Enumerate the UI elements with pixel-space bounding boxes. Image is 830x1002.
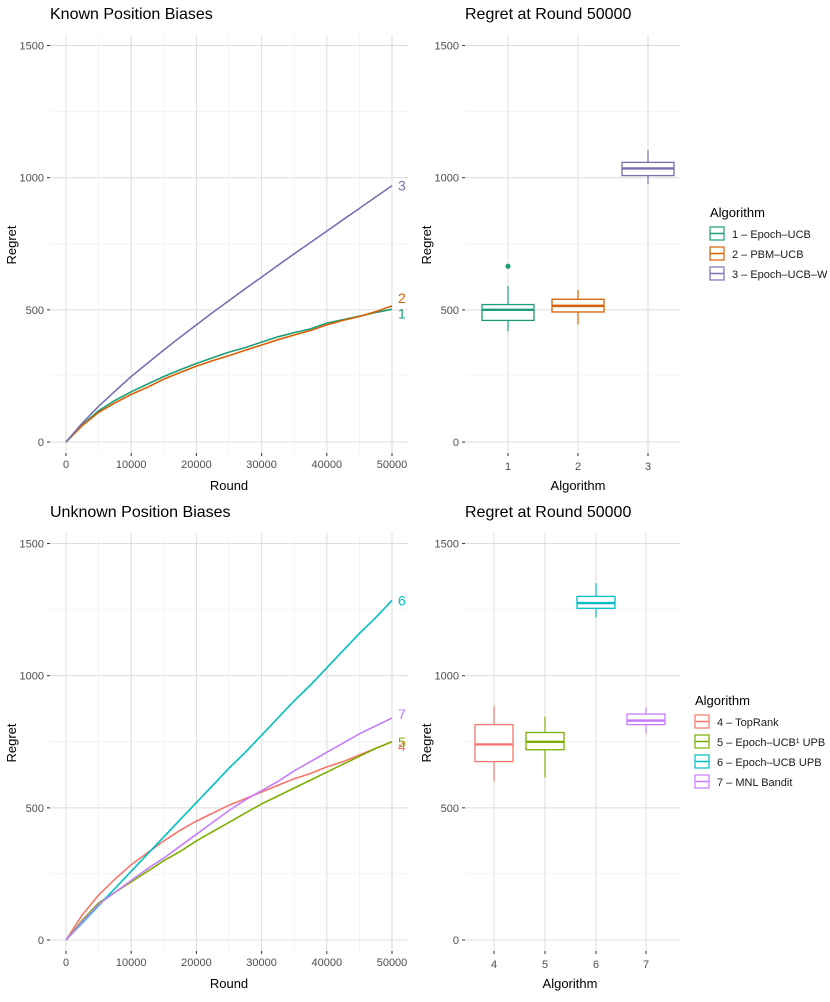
y-tick-label: 0 [38, 437, 44, 449]
x-axis-label: Round [210, 478, 248, 493]
legend-label-5: 5 – Epoch–UCB¹ UPB [717, 737, 825, 749]
y-axis-label: Regret [4, 225, 19, 264]
y-axis-label: Regret [4, 723, 19, 762]
y-tick-label: 1000 [20, 671, 44, 683]
panel-title-unknown: Unknown Position Biases [50, 504, 231, 521]
x-axis-label: Algorithm [543, 976, 598, 991]
legend-label-2: 2 – PBM–UCB [732, 249, 804, 261]
series-line-1 [65, 308, 393, 443]
x-tick-label: 0 [63, 957, 69, 969]
legend-label-1: 1 – Epoch–UCB [732, 229, 811, 241]
end-label-3: 3 [398, 178, 406, 194]
y-tick-label: 0 [453, 437, 459, 449]
known-biases-box-panel: Regret at Round 50000 0 500 1000 1500 1 2 3 Re… [419, 6, 828, 493]
x-tick-label: 7 [643, 959, 649, 971]
panel-title-box-known: Regret at Round 50000 [465, 6, 631, 23]
series-line-6 [65, 599, 393, 941]
end-label-5: 5 [398, 734, 406, 750]
known-biases-line-panel: Known Position Biases 0 500 1000 1500 0 10000… [4, 6, 408, 493]
panel-title-known: Known Position Biases [50, 6, 213, 23]
x-tick-label: 40000 [312, 459, 343, 471]
legend-unknown: Algorithm 4 – TopRank 5 – Epoch–UCB¹ UPB 6… [694, 693, 825, 789]
y-tick-label: 500 [26, 305, 44, 317]
x-tick-label: 50000 [377, 459, 408, 471]
x-tick-label: 10000 [116, 459, 147, 471]
x-tick-label: 1 [505, 461, 511, 473]
x-tick-label: 30000 [246, 957, 277, 969]
x-tick-label: 6 [593, 959, 599, 971]
x-tick-label: 3 [645, 461, 651, 473]
series-line-2 [65, 305, 393, 443]
outlier-1 [505, 263, 511, 269]
x-tick-label: 4 [491, 959, 497, 971]
y-tick-label: 1000 [435, 671, 459, 683]
end-label-2: 2 [398, 290, 406, 306]
y-tick-label: 500 [26, 803, 44, 815]
end-label-1: 1 [398, 305, 406, 321]
y-tick-label: 1500 [435, 539, 459, 551]
series-line-4 [65, 741, 393, 941]
y-tick-label: 1000 [20, 173, 44, 185]
x-tick-label: 5 [542, 959, 548, 971]
legend-label-4: 4 – TopRank [717, 717, 779, 729]
unknown-biases-box-panel: Regret at Round 50000 0 500 1000 1500 4 5 6 7 R… [419, 504, 825, 991]
panel-title-box-unknown: Regret at Round 50000 [465, 504, 631, 521]
x-axis-label: Round [210, 976, 248, 991]
legend-title: Algorithm [710, 205, 765, 220]
x-tick-label: 20000 [181, 459, 212, 471]
series-line-3 [65, 184, 393, 443]
x-tick-label: 40000 [312, 957, 343, 969]
y-tick-label: 500 [441, 305, 459, 317]
legend-known: Algorithm 1 – Epoch–UCB 2 – PBM–UCB 3 – Ep… [709, 205, 828, 281]
y-tick-label: 1500 [20, 41, 44, 53]
end-label-4: 4 [398, 738, 406, 754]
x-tick-label: 30000 [246, 459, 277, 471]
y-axis-label: Regret [419, 723, 434, 762]
series-line-7 [65, 717, 393, 941]
legend-label-3: 3 – Epoch–UCB–W [732, 269, 828, 281]
x-tick-label: 0 [63, 459, 69, 471]
legend-label-7: 7 – MNL Bandit [717, 777, 792, 789]
box-7 [626, 713, 666, 726]
box-4 [474, 723, 514, 763]
legend-title: Algorithm [695, 693, 750, 708]
x-tick-label: 20000 [181, 957, 212, 969]
x-tick-label: 2 [575, 461, 581, 473]
y-tick-label: 0 [453, 935, 459, 947]
unknown-biases-line-panel: Unknown Position Biases 0 500 1000 1500 0 100… [4, 504, 408, 991]
legend-label-6: 6 – Epoch–UCB UPB [717, 757, 822, 769]
x-tick-label: 50000 [377, 957, 408, 969]
y-tick-label: 1500 [20, 539, 44, 551]
y-tick-label: 0 [38, 935, 44, 947]
x-axis-label: Algorithm [551, 478, 606, 493]
box-1 [481, 303, 535, 322]
x-tick-label: 10000 [116, 957, 147, 969]
y-tick-label: 500 [441, 803, 459, 815]
y-axis-label: Regret [419, 225, 434, 264]
end-label-7: 7 [398, 706, 406, 722]
end-label-6: 6 [398, 592, 406, 608]
y-tick-label: 1500 [435, 41, 459, 53]
y-tick-label: 1000 [435, 173, 459, 185]
